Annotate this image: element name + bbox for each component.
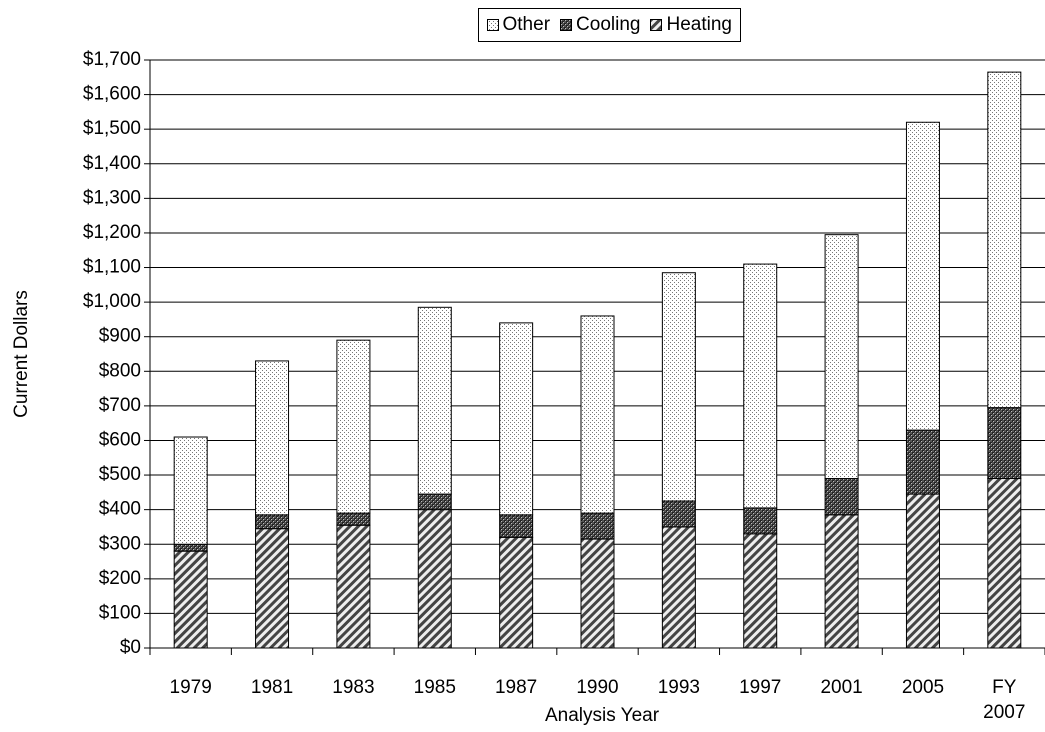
bar-segment (173, 436, 208, 545)
y-axis-title: Current Dollars (11, 290, 32, 418)
bar-segment (743, 533, 778, 649)
y-tick-label: $100 (99, 602, 141, 623)
bar-segment (417, 306, 452, 495)
x-tick-label: 2001 (820, 677, 863, 698)
y-tick-label: $1,300 (83, 187, 141, 208)
legend-swatch-fill (486, 19, 499, 31)
bar-segment (661, 272, 696, 502)
x-tick-label: 1979 (169, 677, 212, 698)
bar-segment (987, 71, 1022, 409)
legend-label: Other (502, 14, 551, 35)
y-tick-label: $1,400 (83, 153, 141, 174)
y-tick-label: $1,000 (83, 291, 141, 312)
bar-segment (499, 536, 534, 649)
x-axis-title: Analysis Year (545, 705, 660, 726)
y-tick-label: $0 (120, 637, 141, 658)
bar-segment (499, 322, 534, 516)
bar-segment (255, 528, 290, 649)
y-tick-label: $600 (99, 429, 141, 450)
x-tick-label: 1981 (250, 677, 294, 698)
legend-swatch-fill (560, 19, 573, 31)
x-tick-label: 1985 (413, 677, 456, 698)
legend: Other Cooling Heating (477, 8, 741, 42)
bar-segment (499, 514, 534, 538)
bar-segment (905, 493, 940, 649)
bar-segment (661, 526, 696, 649)
bar-segment (743, 507, 778, 535)
x-tick-label: 1987 (494, 677, 538, 698)
legend-swatch-fill (650, 19, 663, 31)
y-tick-label: $400 (99, 499, 141, 520)
bar-segment (580, 538, 615, 649)
bar-segment (824, 234, 859, 480)
x-tick-label: 2005 (901, 677, 945, 698)
bar-segment (824, 514, 859, 649)
bar-segment (255, 514, 290, 530)
bar-segment (417, 493, 452, 511)
y-tick-label: $300 (99, 533, 141, 554)
bar-segment (336, 339, 371, 514)
bar-segment (905, 121, 940, 431)
legend-swatch (486, 19, 499, 31)
y-tick-label: $900 (99, 326, 141, 347)
bar-segment (255, 360, 290, 516)
y-tick-label: $1,100 (83, 257, 141, 278)
bar-segment (905, 429, 940, 495)
legend-item: Heating (650, 13, 732, 37)
y-tick-label: $1,500 (83, 118, 141, 139)
bar-segment (336, 512, 371, 526)
bar-segment (661, 500, 696, 528)
legend-label: Cooling (576, 14, 641, 35)
legend-swatch (650, 19, 663, 31)
y-tick-label: $700 (99, 395, 141, 416)
bar-segment (580, 315, 615, 514)
y-tick-label: $500 (99, 464, 141, 485)
bar-segment (336, 524, 371, 649)
y-tick-label: $1,600 (83, 84, 141, 105)
legend-item: Other (486, 13, 551, 37)
bar-segment (580, 512, 615, 540)
x-tick-label: 1993 (657, 677, 700, 698)
y-tick-label: $200 (99, 568, 141, 589)
y-tick-label: $1,200 (83, 222, 141, 243)
x-tick-label: FY 2007 (983, 677, 1026, 723)
legend-swatch (560, 19, 573, 31)
legend-label: Heating (666, 14, 732, 35)
y-tick-label: $800 (99, 360, 141, 381)
bar-segment (173, 550, 208, 649)
x-tick-label: 1983 (332, 677, 375, 698)
bar-segment (743, 263, 778, 509)
bar-segment (824, 478, 859, 516)
bar-segment (173, 543, 208, 552)
bar-segment (987, 407, 1022, 480)
x-tick-label: 1990 (576, 677, 619, 698)
bar-segment (987, 478, 1022, 649)
bar-segment (417, 509, 452, 649)
legend-item: Cooling (560, 13, 640, 37)
y-tick-label: $1,700 (83, 49, 141, 70)
x-tick-label: 1997 (739, 677, 782, 698)
